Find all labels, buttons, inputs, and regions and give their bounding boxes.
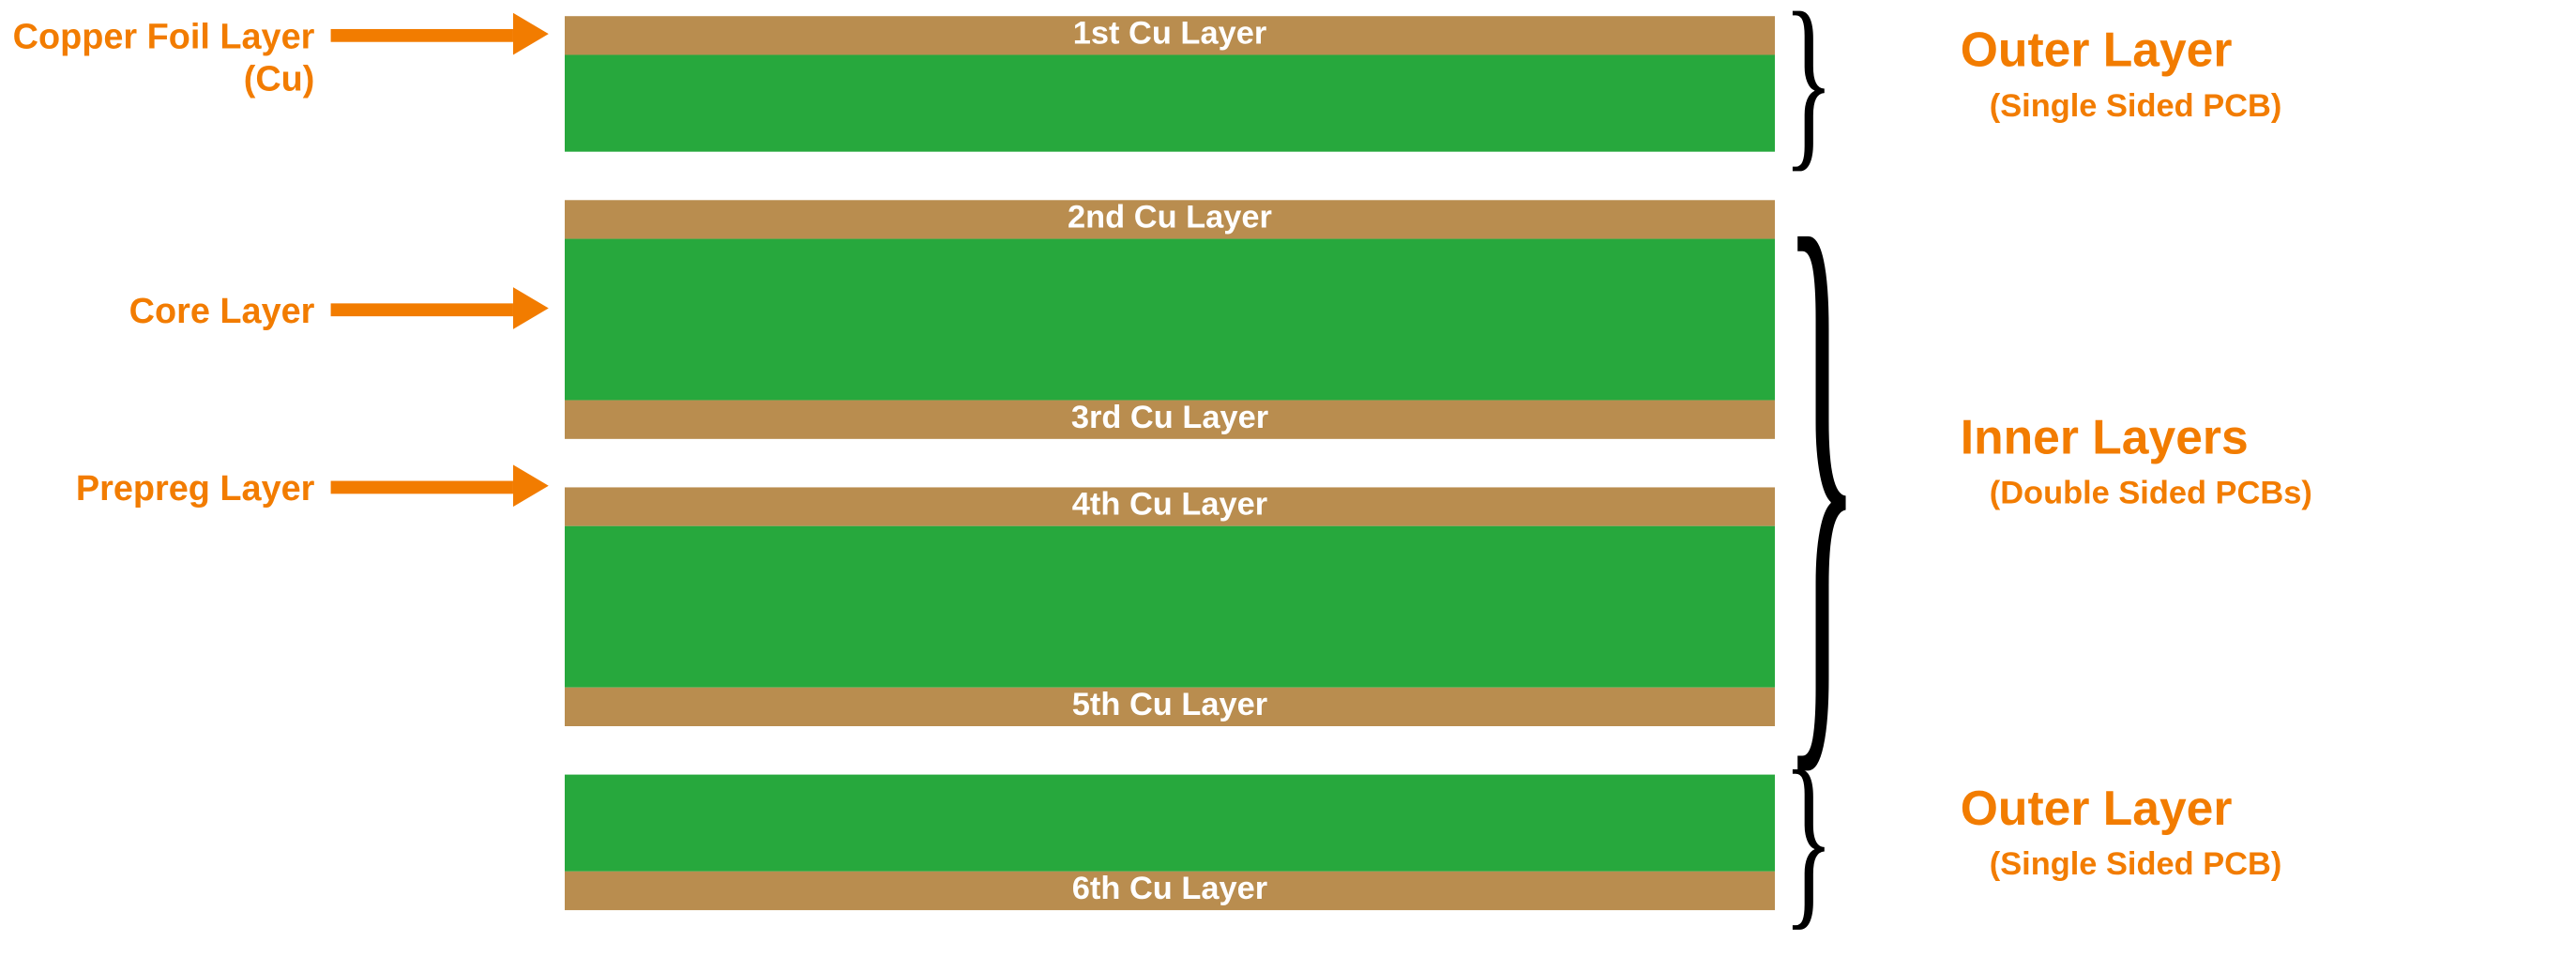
arrow-head-icon xyxy=(513,465,549,508)
cu-layer-label: 2nd Cu Layer xyxy=(565,200,1775,237)
right-group-title: Outer Layer xyxy=(1961,782,2233,837)
left-callout-label: Prepreg Layer xyxy=(76,468,315,510)
arrow-icon xyxy=(331,29,513,42)
core-layer xyxy=(565,239,1775,401)
pcb-stackup-diagram: 1st Cu Layer 2nd Cu Layer 3rd Cu Layer 4th … xyxy=(0,0,2576,972)
brace-icon: } xyxy=(1783,145,1861,791)
cu-layer-label: 1st Cu Layer xyxy=(565,16,1775,53)
right-group-title: Outer Layer xyxy=(1961,24,2233,79)
brace-icon: } xyxy=(1783,742,1834,935)
left-callout-label: Copper Foil Layer (Cu) xyxy=(0,16,314,99)
right-group-subtitle: (Double Sided PCBs) xyxy=(1990,476,2312,513)
arrow-head-icon xyxy=(513,288,549,330)
cu-layer-label: 3rd Cu Layer xyxy=(565,401,1775,438)
core-layer xyxy=(565,775,1775,872)
arrow-icon xyxy=(331,481,513,494)
left-callout-label: Core Layer xyxy=(129,291,315,333)
right-group-subtitle: (Single Sided PCB) xyxy=(1990,847,2282,885)
cu-layer-label: 5th Cu Layer xyxy=(565,688,1775,725)
right-group-title: Inner Layers xyxy=(1961,412,2249,466)
arrow-head-icon xyxy=(513,13,549,55)
right-group-subtitle: (Single Sided PCB) xyxy=(1990,89,2282,127)
core-layer xyxy=(565,526,1775,688)
core-layer xyxy=(565,54,1775,151)
cu-layer-label: 6th Cu Layer xyxy=(565,872,1775,909)
arrow-icon xyxy=(331,303,513,316)
cu-layer-label: 4th Cu Layer xyxy=(565,487,1775,524)
